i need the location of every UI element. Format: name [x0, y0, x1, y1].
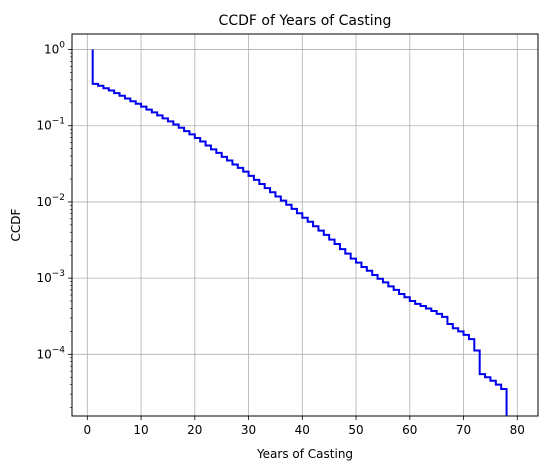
ccdf-series-line	[91, 49, 508, 416]
x-axis-label: Years of Casting	[256, 447, 353, 461]
y-axis-label: CCDF	[9, 208, 23, 241]
y-tick-base: 10	[36, 119, 51, 133]
chart-title: CCDF of Years of Casting	[219, 13, 392, 29]
x-tick-label: 40	[295, 423, 310, 437]
x-tick-label: 50	[348, 423, 363, 437]
y-tick-label: 100	[44, 41, 65, 57]
x-tick-label: 30	[241, 423, 256, 437]
y-tick-label: 10−4	[36, 345, 65, 361]
x-tick-label: 60	[402, 423, 417, 437]
y-tick-exponent: 0	[59, 41, 65, 51]
y-tick-label: 10−3	[36, 269, 65, 285]
x-tick-label: 70	[456, 423, 471, 437]
y-tick-exponent: −2	[52, 193, 65, 203]
y-tick-label: 10−1	[36, 117, 65, 133]
x-tick-labels: 0 10 20 30 40 50 60 70 80	[83, 423, 524, 437]
tick-marks	[68, 49, 518, 420]
y-tick-base: 10	[36, 347, 51, 361]
y-tick-exponent: −4	[52, 345, 66, 355]
y-tick-exponent: −1	[52, 117, 65, 127]
x-tick-label: 10	[133, 423, 148, 437]
x-tick-label: 20	[187, 423, 202, 437]
y-tick-base: 10	[36, 271, 51, 285]
x-tick-label: 80	[510, 423, 525, 437]
x-tick-label: 0	[83, 423, 91, 437]
y-tick-exponent: −3	[52, 269, 65, 279]
series-layer	[91, 49, 508, 416]
y-tick-base: 10	[36, 195, 51, 209]
grid-lines	[72, 34, 538, 416]
y-tick-label: 10−2	[36, 193, 65, 209]
y-tick-base: 10	[44, 43, 59, 57]
